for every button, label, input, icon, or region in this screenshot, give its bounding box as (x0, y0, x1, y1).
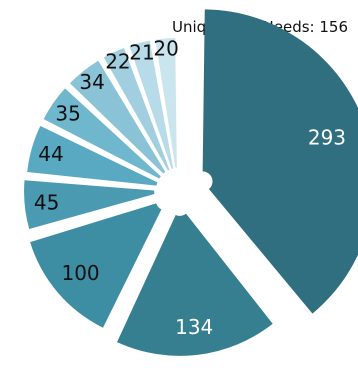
pie-slice-9 (129, 40, 174, 169)
pie-slice-5 (27, 125, 158, 186)
pie-slice-3 (30, 203, 162, 328)
pie-slice-label-4: 45 (34, 191, 59, 215)
pie-slice-label-1: 293 (308, 125, 346, 149)
pie-slice-label-3: 100 (61, 261, 99, 285)
pie-slice-label-10: 20 (153, 37, 178, 61)
pie-slice-label-5: 44 (38, 142, 63, 166)
pie-slice-label-2: 134 (175, 315, 213, 339)
pie-slice-6 (43, 88, 161, 179)
pie-slice-1 (202, 9, 358, 314)
pie-slice-label-6: 35 (55, 101, 80, 125)
pie-slice-7 (69, 60, 166, 174)
pie-slice-label-7: 34 (79, 70, 104, 94)
pie-slice-8 (103, 47, 170, 171)
pie-slice-label-8: 22 (105, 49, 130, 73)
pie-slice-10 (155, 38, 177, 169)
pie-slices (24, 9, 358, 356)
pie-slice-2 (117, 213, 273, 356)
pie-slice-4 (24, 180, 155, 230)
pie-slice-label-9: 21 (129, 41, 154, 65)
